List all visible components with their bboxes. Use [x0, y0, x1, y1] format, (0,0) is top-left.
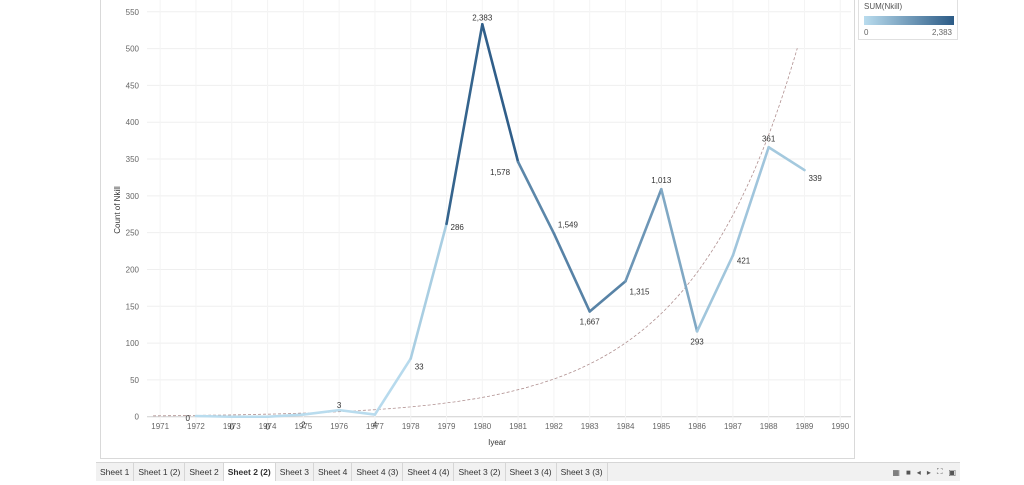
present-icon[interactable]: ▣: [948, 467, 956, 477]
x-tick-label: 1974: [259, 422, 277, 431]
line-segment: [695, 254, 735, 333]
data-label: 2,383: [472, 13, 493, 22]
line-segment: [481, 22, 520, 164]
x-tick-label: 1990: [831, 422, 849, 431]
tab-sheet-3-2[interactable]: Sheet 3 (2): [454, 463, 506, 481]
data-label: 1,549: [558, 220, 579, 229]
x-tick-label: 1986: [688, 422, 706, 431]
legend-gradient-bar: [864, 16, 954, 25]
x-tick-label: 1972: [187, 422, 205, 431]
y-tick-label: 350: [126, 155, 140, 164]
line-segment: [194, 414, 234, 419]
line-segment: [337, 408, 377, 416]
sheet-tab-bar: Sheet 1 Sheet 1 (2) Sheet 2 Sheet 2 (2) Shee…: [96, 462, 960, 481]
data-label: 1,315: [629, 287, 650, 296]
exponential-trend-line: [152, 48, 798, 417]
x-tick-label: 1989: [796, 422, 814, 431]
tab-sheet-4-3[interactable]: Sheet 4 (3): [352, 463, 404, 481]
tab-sheet-1[interactable]: Sheet 1: [96, 463, 135, 481]
x-tick-label: 1971: [151, 422, 169, 431]
y-tick-label: 450: [126, 81, 140, 90]
data-label: 286: [451, 223, 465, 232]
x-tick-label: 1975: [294, 422, 312, 431]
data-label: 0: [186, 414, 191, 423]
x-tick-label: 1988: [760, 422, 778, 431]
y-tick-label: 500: [126, 45, 140, 54]
tab-sheet-3-4[interactable]: Sheet 3 (4): [506, 463, 557, 481]
x-tick-label: 1978: [402, 422, 420, 431]
data-label: 361: [762, 134, 776, 143]
line-segment: [445, 22, 484, 226]
x-tick-label: 1987: [724, 422, 742, 431]
y-tick-label: 50: [130, 376, 139, 385]
tab-sheet-2-2[interactable]: Sheet 2 (2): [223, 463, 276, 481]
line-segment: [373, 357, 413, 416]
x-tick-label: 1973: [223, 422, 241, 431]
x-tick-label: 1983: [581, 422, 599, 431]
y-tick-label: 0: [135, 413, 140, 422]
data-label: 293: [690, 337, 704, 346]
x-tick-label: 1985: [652, 422, 670, 431]
line-segment: [266, 413, 305, 419]
tab-sheet-2[interactable]: Sheet 2: [185, 463, 224, 481]
x-tick-label: 1984: [617, 422, 635, 431]
data-label: 3: [337, 401, 342, 410]
grid-view-icon[interactable]: ▦: [892, 467, 900, 477]
line-segment: [409, 222, 448, 360]
next-icon[interactable]: ▸: [926, 467, 931, 477]
line-segment: [302, 408, 341, 416]
data-label: 1,667: [580, 317, 601, 326]
data-label: 33: [415, 363, 424, 372]
data-label: 2: [301, 421, 306, 430]
line-segment: [588, 279, 627, 313]
line-segment: [659, 187, 699, 333]
x-tick-label: 1981: [509, 422, 527, 431]
legend-min-label: 0: [864, 28, 869, 37]
y-tick-label: 550: [126, 8, 140, 17]
tab-sheet-4[interactable]: Sheet 4: [314, 463, 353, 481]
single-view-icon[interactable]: ■: [905, 467, 911, 477]
line-segment: [516, 160, 556, 235]
line-segment: [767, 145, 806, 172]
tab-sheet-1-2[interactable]: Sheet 1 (2): [134, 463, 186, 481]
tab-sheet-3-3[interactable]: Sheet 3 (3): [557, 463, 608, 481]
line-segment: [624, 187, 663, 283]
x-tick-label: 1980: [473, 422, 491, 431]
y-tick-label: 100: [126, 339, 140, 348]
data-label: 0: [265, 423, 270, 432]
y-tick-label: 250: [126, 229, 140, 238]
data-label: 0: [230, 423, 235, 432]
x-tick-label: 1976: [330, 422, 348, 431]
data-label: 1,578: [490, 168, 511, 177]
chart-area: 0 50 100 150 200 250 300 350 400 450 500 550 1971 197…: [100, 0, 855, 459]
tab-controls: ▦ ■ ◂ ▸ ⛶ ▣: [892, 463, 960, 481]
legend-title: SUM(Nkill): [864, 2, 903, 11]
y-axis-title: Count of Nkill: [113, 186, 122, 234]
data-label: 421: [737, 256, 751, 265]
x-axis-title: Iyear: [488, 438, 506, 447]
legend-max-label: 2,383: [931, 28, 952, 37]
tab-sheet-4-4[interactable]: Sheet 4 (4): [403, 463, 455, 481]
y-tick-label: 200: [126, 265, 140, 274]
y-tick-label: 300: [126, 192, 140, 201]
data-label: 4: [373, 421, 378, 430]
x-tick-label: 1982: [545, 422, 563, 431]
fullscreen-icon[interactable]: ⛶: [936, 467, 943, 476]
y-tick-label: 400: [126, 118, 140, 127]
x-tick-label: 1979: [438, 422, 456, 431]
x-tick-label: 1977: [366, 422, 384, 431]
tab-sheet-3[interactable]: Sheet 3: [276, 463, 314, 481]
data-label: 339: [808, 174, 822, 183]
prev-icon[interactable]: ◂: [916, 467, 921, 477]
line-segment: [731, 145, 770, 257]
color-legend: SUM(Nkill) 0 2,383: [858, 0, 958, 40]
y-tick-label: 150: [126, 302, 140, 311]
line-segment: [552, 232, 591, 313]
data-label: 1,013: [651, 176, 672, 185]
